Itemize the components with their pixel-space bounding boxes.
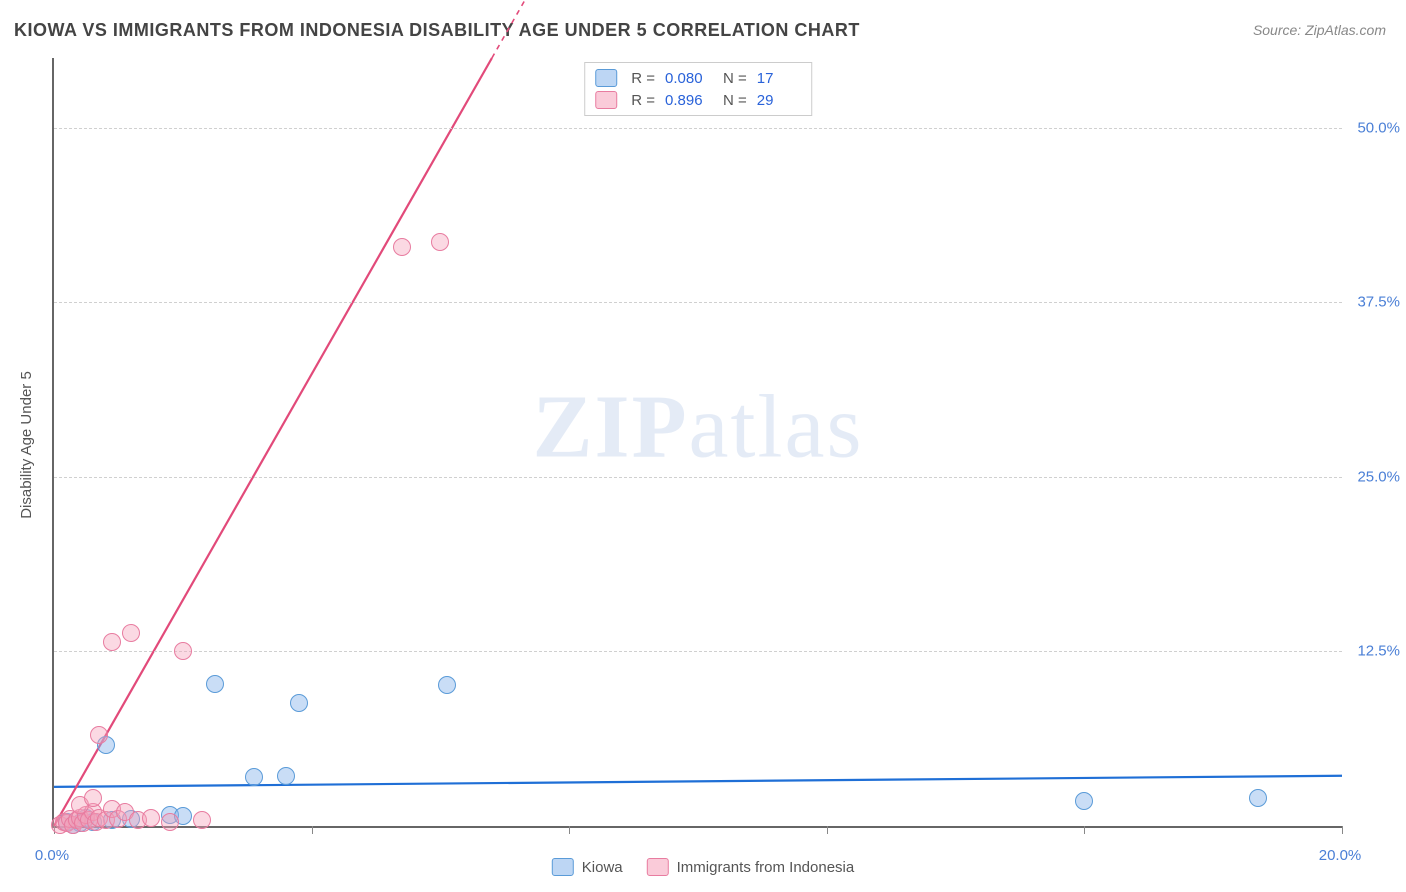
r-label: R = [631,92,655,109]
scatter-point [393,238,411,256]
legend-label-indonesia: Immigrants from Indonesia [677,859,855,876]
legend-row-indonesia: R = 0.896 N = 29 [595,89,801,111]
swatch-blue-icon [552,858,574,876]
y-tick-label: 50.0% [1346,119,1400,136]
x-tick [312,826,313,834]
legend-row-kiowa: R = 0.080 N = 17 [595,67,801,89]
x-tick-label: 0.0% [35,847,69,864]
gridline-h [54,651,1342,652]
scatter-point [193,811,211,829]
watermark-atlas: atlas [689,377,864,476]
scatter-point [103,633,121,651]
scatter-point [277,767,295,785]
x-tick [1342,826,1343,834]
r-value-kiowa: 0.080 [665,70,709,87]
x-tick-label: 20.0% [1319,847,1362,864]
scatter-point [161,813,179,831]
legend-label-kiowa: Kiowa [582,859,623,876]
plot-area: ZIPatlas R = 0.080 N = 17 R = 0.896 N = … [52,58,1342,828]
scatter-point [1249,789,1267,807]
y-tick-label: 25.0% [1346,468,1400,485]
scatter-point [174,642,192,660]
scatter-point [90,726,108,744]
legend-correlation-box: R = 0.080 N = 17 R = 0.896 N = 29 [584,62,812,116]
scatter-point [84,789,102,807]
source-label: Source: ZipAtlas.com [1253,22,1386,38]
legend-bottom: Kiowa Immigrants from Indonesia [552,858,854,876]
scatter-point [142,809,160,827]
x-tick [1084,826,1085,834]
scatter-point [431,233,449,251]
swatch-blue-icon [595,69,617,87]
scatter-point [438,676,456,694]
trendline [54,58,492,826]
n-label: N = [723,92,747,109]
n-value-kiowa: 17 [757,70,801,87]
x-tick [827,826,828,834]
x-tick [569,826,570,834]
r-label: R = [631,70,655,87]
chart-title: KIOWA VS IMMIGRANTS FROM INDONESIA DISAB… [14,20,860,41]
watermark-zip: ZIP [533,377,689,476]
gridline-h [54,302,1342,303]
legend-item-indonesia: Immigrants from Indonesia [647,858,855,876]
r-value-indonesia: 0.896 [665,92,709,109]
n-label: N = [723,70,747,87]
swatch-pink-icon [595,91,617,109]
scatter-point [1075,792,1093,810]
trend-lines [54,58,1342,826]
y-tick-label: 12.5% [1346,643,1400,660]
y-tick-label: 37.5% [1346,294,1400,311]
legend-item-kiowa: Kiowa [552,858,623,876]
scatter-point [290,694,308,712]
y-axis-label: Disability Age Under 5 [18,371,35,519]
watermark: ZIPatlas [533,375,864,478]
swatch-pink-icon [647,858,669,876]
scatter-point [245,768,263,786]
scatter-point [122,624,140,642]
n-value-indonesia: 29 [757,92,801,109]
scatter-point [206,675,224,693]
gridline-h [54,128,1342,129]
gridline-h [54,477,1342,478]
